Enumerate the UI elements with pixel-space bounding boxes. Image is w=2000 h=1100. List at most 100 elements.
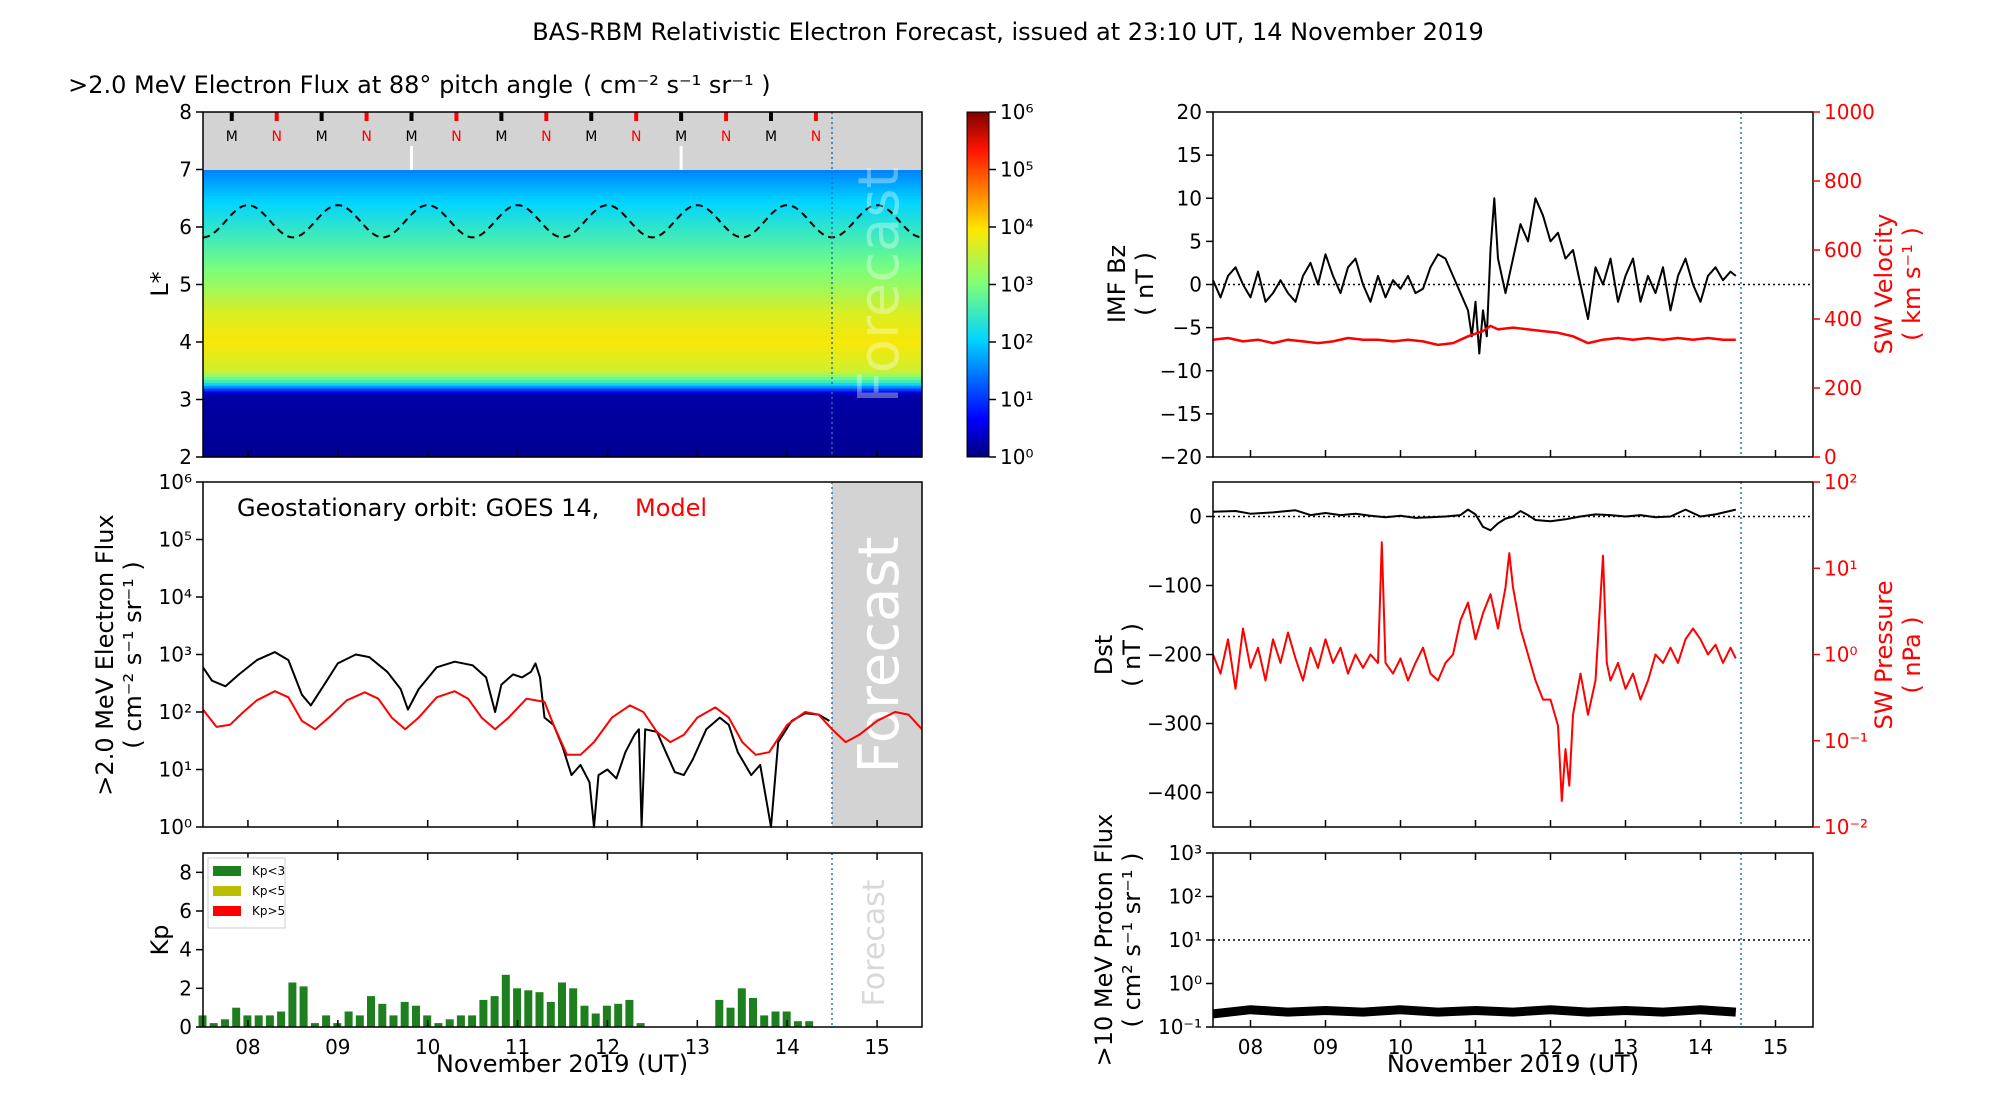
heat-cell <box>203 416 922 421</box>
y-tick-label: 10⁵ <box>1000 158 1033 182</box>
y-tick-label: −15 <box>1160 402 1202 426</box>
y-tick-label: 0 <box>1824 445 1837 469</box>
kp-bar <box>760 1015 769 1027</box>
heat-cell <box>203 356 922 360</box>
heat-cell <box>203 436 922 441</box>
heat-cell <box>203 390 922 395</box>
y-tick-label: 4 <box>179 938 192 962</box>
lstar-title-units: ( cm⁻² s⁻¹ sr⁻¹ ) <box>583 71 771 99</box>
kp-forecast-label: Forecast <box>857 879 892 1006</box>
y-tick-label: 10⁴ <box>159 585 192 609</box>
orbit-marker-label: N <box>451 129 461 145</box>
proton-panel: 10⁻¹ 10⁰ 10¹ 10² 10³ 08 09 10 11 12 13 14 15 >10 Me… <box>1090 814 1814 1078</box>
lstar-orbit-band <box>203 112 922 170</box>
heat-cell <box>203 204 922 208</box>
y-tick-label: 10¹ <box>1824 556 1857 580</box>
y-tick-label: 7 <box>179 158 192 182</box>
y-tick-label: 0 <box>1189 505 1202 529</box>
geo-orbit-dashed-line <box>202 204 923 239</box>
heat-cell <box>203 422 922 426</box>
kp-bar <box>232 1007 241 1027</box>
heat-cell <box>203 267 922 271</box>
heat-cell <box>203 313 922 317</box>
imf-bz-line <box>1212 197 1737 355</box>
y-tick-label: 8 <box>179 100 192 124</box>
heat-cell <box>203 367 922 372</box>
heat-cell <box>203 258 922 263</box>
dst-y2label-units: ( nPa ) <box>1898 616 1926 693</box>
heat-cell <box>203 333 922 337</box>
dst-y2-axis: 10⁻² 10⁻¹ 10⁰ 10¹ 10² <box>1813 470 1868 839</box>
heat-cell <box>203 227 922 231</box>
lstar-heatmap <box>203 166 922 458</box>
heat-cell <box>203 198 922 202</box>
proton-ylabel-units: ( cm² s⁻¹ sr⁻¹ ) <box>1118 853 1146 1028</box>
y-tick-label: 10⁶ <box>159 470 192 494</box>
heat-cell <box>203 206 922 211</box>
y-tick-label: 800 <box>1824 169 1862 193</box>
geo-series <box>202 651 923 828</box>
y-tick-label: 0 <box>179 1015 192 1039</box>
heat-cell <box>203 275 922 280</box>
y-tick-label: 10⁻¹ <box>1158 1015 1202 1039</box>
kp-bar <box>636 1023 645 1027</box>
geo-frame <box>202 481 923 828</box>
y-tick-label: −200 <box>1147 643 1202 667</box>
heat-cell <box>203 209 922 214</box>
y-tick-label: 10¹ <box>1000 388 1033 412</box>
orbit-marker-label: N <box>631 129 641 145</box>
heat-cell <box>203 342 922 346</box>
kp-bar <box>400 1001 409 1027</box>
x-tick-label: 15 <box>1763 1035 1788 1059</box>
heat-cell <box>203 201 922 205</box>
kp-bar <box>771 1011 780 1027</box>
x-tick-label: 08 <box>235 1035 260 1059</box>
heat-cell <box>203 434 922 438</box>
kp-legend-label-3: Kp>5 <box>252 904 285 918</box>
lstar-forecast-label: Forecast <box>847 167 912 404</box>
orbit-marker-label: M <box>405 129 417 145</box>
heat-cell <box>203 284 922 288</box>
heat-cell <box>203 382 922 386</box>
kp-bar <box>310 1023 319 1027</box>
x-tick-label: 14 <box>774 1035 799 1059</box>
y-tick-label: 10⁰ <box>159 815 192 839</box>
heat-cell <box>203 336 922 340</box>
y-tick-label: 6 <box>179 899 192 923</box>
heat-cell <box>203 273 922 277</box>
heat-cell <box>203 396 922 401</box>
heat-cell <box>203 353 922 357</box>
heat-cell <box>203 264 922 268</box>
imf-y2label-units: ( km s⁻¹ ) <box>1898 227 1926 341</box>
y-tick-label: 4 <box>179 330 192 354</box>
kp-frame <box>202 852 923 1028</box>
heat-cell <box>203 186 922 191</box>
proton-ylabel: >10 MeV Proton Flux <box>1090 814 1118 1067</box>
x-tick-label: 14 <box>1688 1035 1713 1059</box>
series-line <box>202 651 830 828</box>
orbit-marker-label: N <box>541 129 551 145</box>
y-tick-label: 8 <box>179 860 192 884</box>
heat-cell <box>203 365 922 369</box>
kp-bar <box>456 1015 465 1027</box>
heat-cell <box>203 439 922 444</box>
y-tick-label: −400 <box>1147 781 1202 805</box>
dst-ylabel: Dst <box>1090 635 1118 675</box>
geo-forecast-region <box>832 482 922 827</box>
heat-cell <box>203 169 922 173</box>
lstar-ylabel: L* <box>146 271 174 296</box>
orbit-marker-label: M <box>495 129 507 145</box>
kp-bar <box>501 974 510 1027</box>
kp-bar <box>524 990 533 1027</box>
imf-series <box>1212 197 1737 355</box>
y-tick-label: 5 <box>1189 229 1202 253</box>
heat-cell <box>203 454 922 458</box>
kp-bar <box>468 1015 477 1027</box>
y-tick-label: −5 <box>1173 316 1202 340</box>
kp-bar <box>749 998 757 1027</box>
y-tick-label: 10⁵ <box>159 528 192 552</box>
proton-series <box>1212 1005 1737 1019</box>
y-tick-label: 10⁰ <box>1824 643 1857 667</box>
heat-cell <box>203 247 922 251</box>
